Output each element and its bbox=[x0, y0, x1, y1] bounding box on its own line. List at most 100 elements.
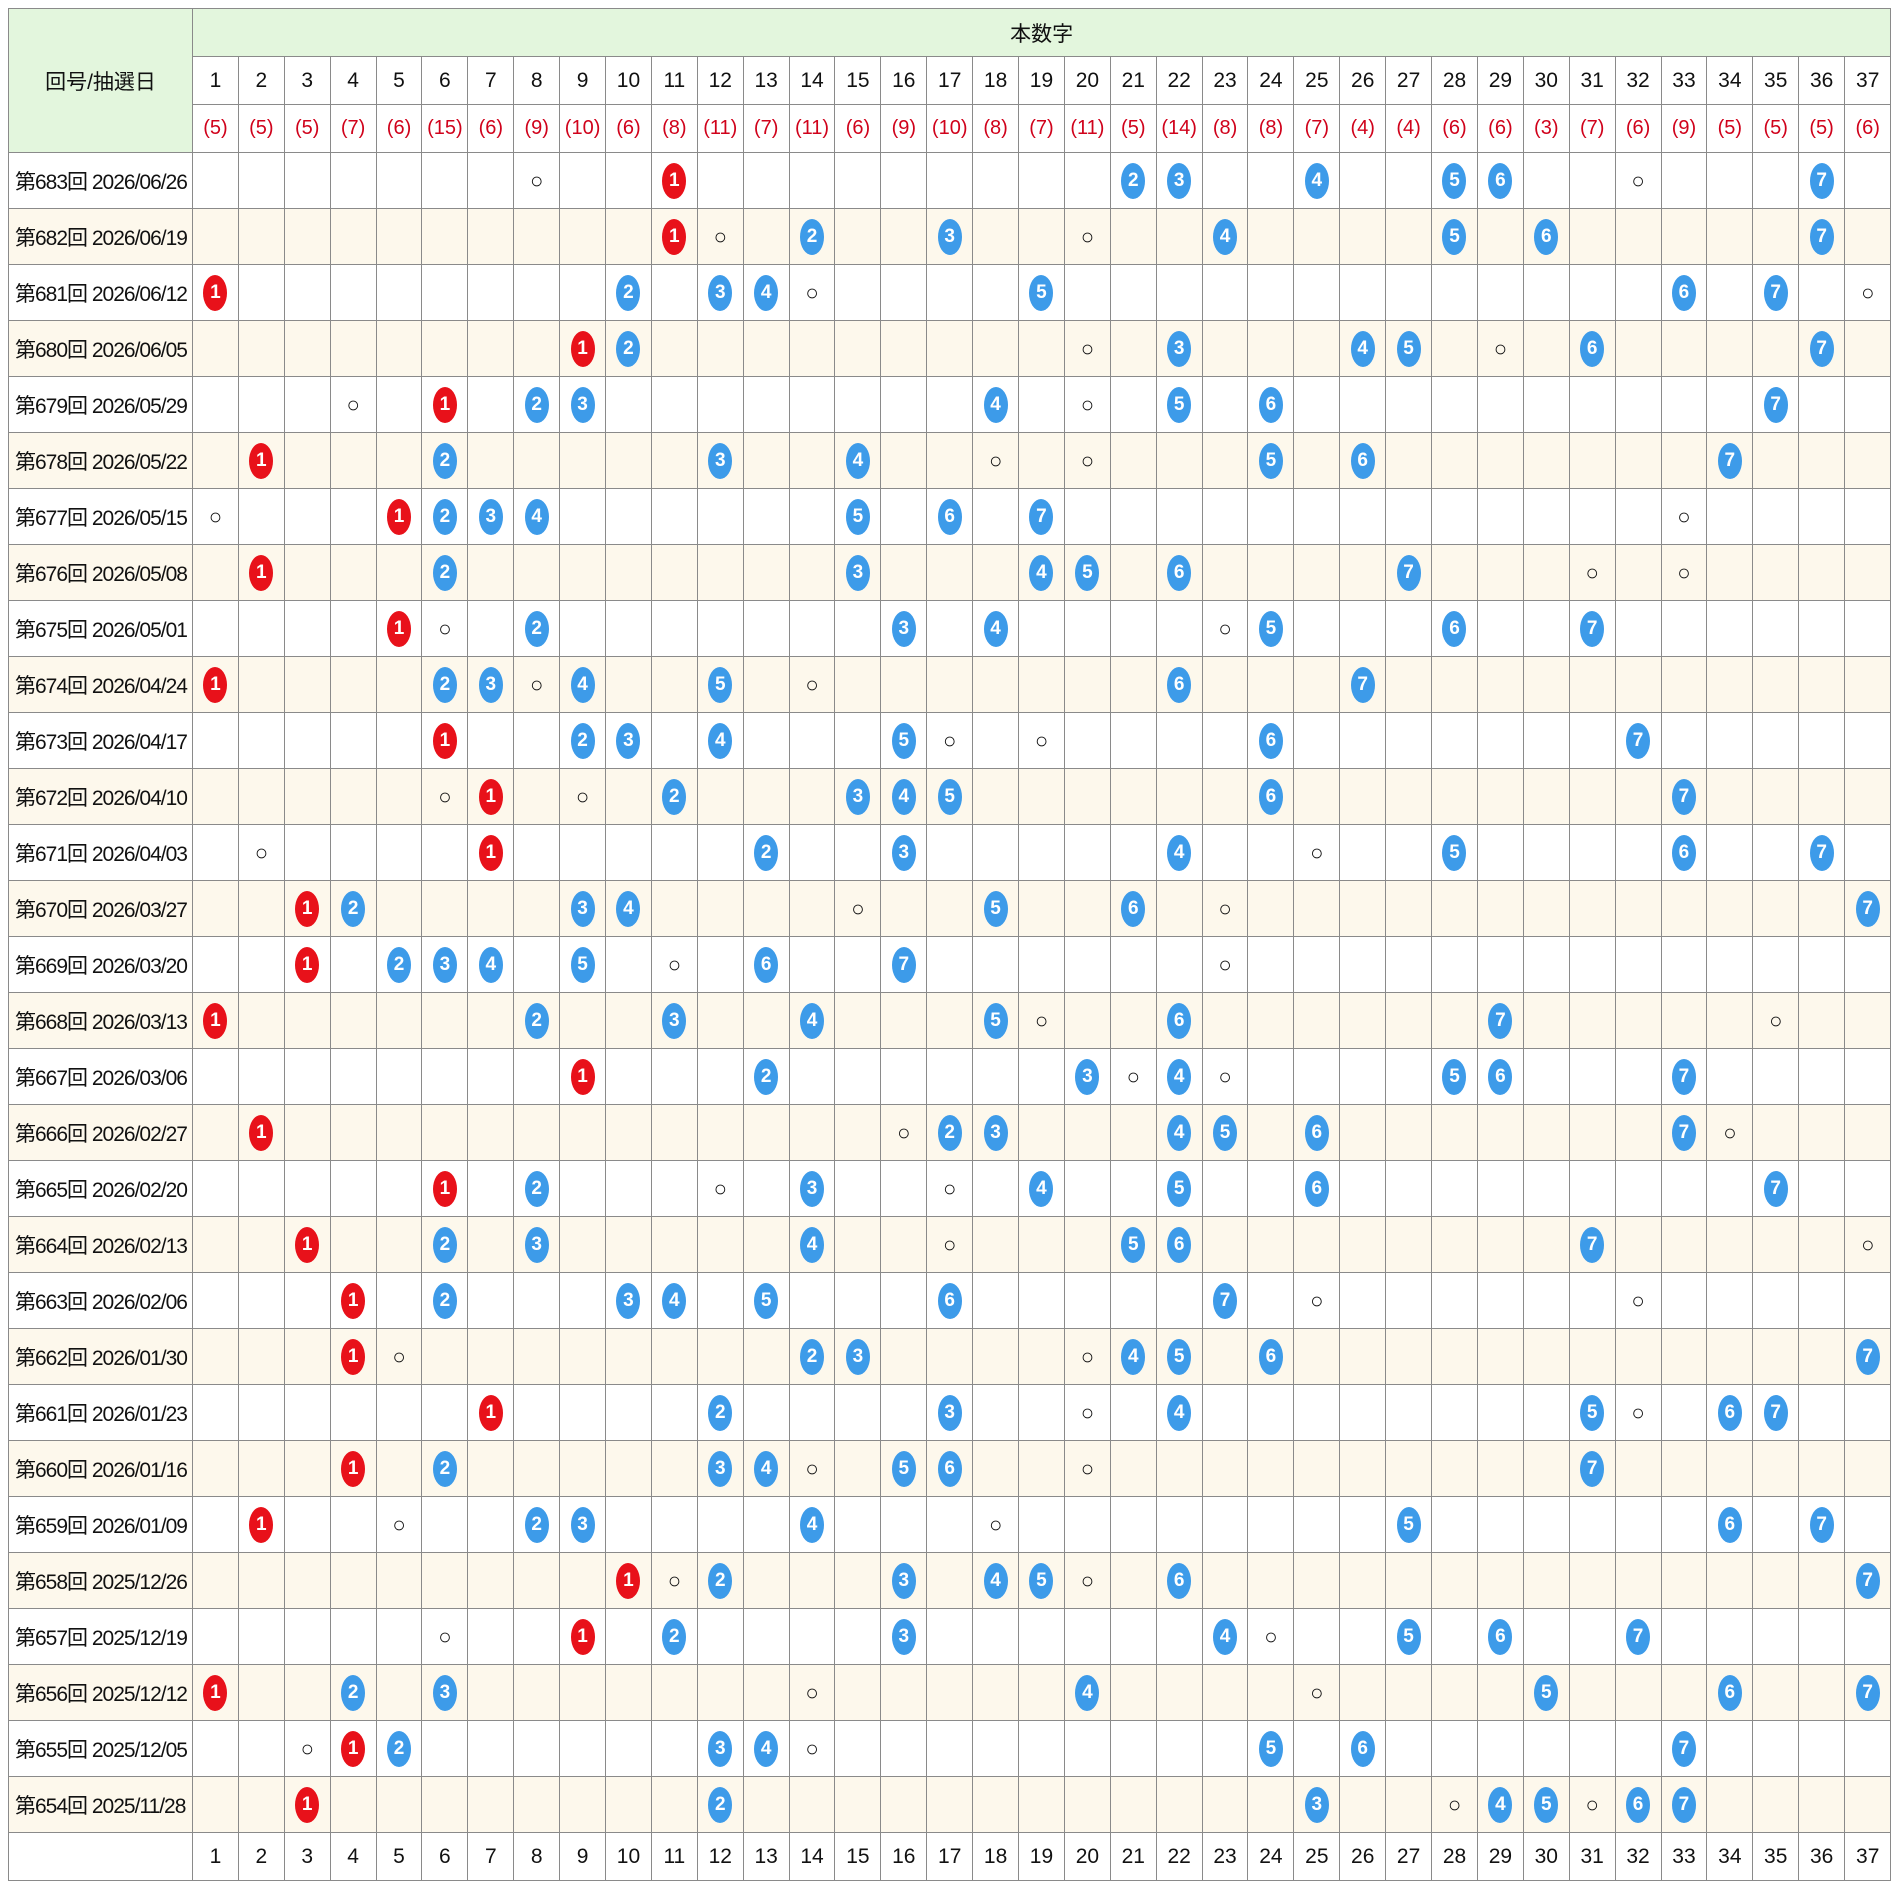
number-cell: ○ bbox=[192, 488, 239, 545]
number-cell bbox=[237, 656, 285, 713]
number-cell bbox=[192, 1776, 239, 1833]
number-cell: 3 bbox=[650, 992, 698, 1049]
bonus-mark: ○ bbox=[1310, 1679, 1324, 1705]
number-cell: ○ bbox=[1063, 320, 1111, 377]
main-ball: 6 bbox=[1488, 1618, 1513, 1655]
number-cell: 4 bbox=[467, 936, 515, 993]
number-cell bbox=[1798, 1328, 1846, 1385]
number-cell: 2 bbox=[696, 1552, 744, 1609]
number-cell bbox=[283, 264, 331, 321]
number-cell: ○ bbox=[1614, 1272, 1662, 1329]
number-cell: 3 bbox=[605, 712, 652, 769]
number-cell: 3 bbox=[788, 1160, 836, 1217]
number-cell bbox=[788, 936, 836, 993]
number-cell: 5 bbox=[1155, 1328, 1203, 1385]
count: (6) bbox=[1844, 104, 1892, 153]
number-cell bbox=[834, 208, 882, 265]
number-cell bbox=[1431, 712, 1478, 769]
number-cell: 7 bbox=[1660, 1048, 1708, 1105]
number-cell bbox=[1385, 1440, 1433, 1497]
main-ball: 2 bbox=[616, 274, 641, 311]
number-cell: 3 bbox=[559, 376, 607, 433]
main-ball: 2 bbox=[662, 1618, 687, 1655]
bonus-mark: ○ bbox=[575, 783, 590, 809]
number-cell bbox=[880, 1496, 928, 1553]
number-cell: 7 bbox=[1844, 1552, 1892, 1609]
count: (5) bbox=[192, 104, 239, 153]
number-cell: 2 bbox=[421, 1216, 469, 1273]
number-cell bbox=[1018, 880, 1065, 937]
number-cell: ○ bbox=[421, 1608, 469, 1665]
draw-label: 第669回 2026/03/20 bbox=[8, 936, 193, 993]
number-cell bbox=[605, 1160, 652, 1217]
number-cell bbox=[559, 488, 607, 545]
number-cell bbox=[926, 880, 974, 937]
bonus-mark: ○ bbox=[1677, 559, 1691, 585]
number-cell: 1 bbox=[237, 1496, 285, 1553]
number-cell bbox=[742, 320, 790, 377]
number-cell bbox=[421, 824, 469, 881]
bonus-mark: ○ bbox=[438, 615, 452, 641]
number-cell bbox=[1201, 152, 1249, 209]
main-ball: 6 bbox=[1350, 442, 1375, 479]
number-cell bbox=[1798, 992, 1846, 1049]
number-cell bbox=[1247, 1272, 1295, 1329]
number-cell bbox=[1844, 208, 1892, 265]
number-cell bbox=[1385, 1664, 1433, 1721]
number-cell bbox=[1247, 936, 1295, 993]
column-number: 19 bbox=[1018, 1832, 1065, 1881]
number-cell bbox=[329, 768, 377, 825]
number-cell bbox=[1063, 1160, 1111, 1217]
count: (9) bbox=[1660, 104, 1708, 153]
draw-row: 第671回 2026/04/03 ○ 1 2 3 4 ○ 5 6 7 bbox=[8, 824, 1892, 881]
number-cell: 7 bbox=[1844, 880, 1892, 937]
count: (6) bbox=[605, 104, 652, 153]
column-number: 11 bbox=[650, 1832, 698, 1881]
number-cell: 1 bbox=[237, 544, 285, 601]
draw-label: 第680回 2026/06/05 bbox=[8, 320, 193, 377]
number-cell: 1 bbox=[421, 1160, 469, 1217]
main-ball: 3 bbox=[1167, 330, 1192, 367]
number-cell bbox=[1155, 1440, 1203, 1497]
number-cell bbox=[1798, 1608, 1846, 1665]
number-cell bbox=[742, 152, 790, 209]
number-cell bbox=[1752, 880, 1800, 937]
number-cell: ○ bbox=[1063, 208, 1111, 265]
number-cell bbox=[559, 1776, 607, 1833]
number-cell bbox=[1844, 432, 1892, 489]
number-cell: 1 bbox=[375, 600, 423, 657]
number-cell bbox=[237, 1664, 285, 1721]
number-cell: ○ bbox=[329, 376, 377, 433]
number-cell bbox=[1385, 712, 1433, 769]
number-cell bbox=[1109, 1776, 1157, 1833]
main-ball: 7 bbox=[1671, 778, 1696, 815]
number-cell bbox=[283, 600, 331, 657]
bonus-mark: ○ bbox=[713, 1175, 727, 1201]
number-cell bbox=[1063, 1720, 1111, 1777]
number-cell bbox=[192, 1608, 239, 1665]
main-ball: 2 bbox=[524, 1170, 549, 1207]
number-cell bbox=[1568, 208, 1616, 265]
bonus-mark: ○ bbox=[805, 279, 819, 305]
count: (11) bbox=[696, 104, 744, 153]
bonus-mark: ○ bbox=[1264, 1623, 1278, 1649]
number-cell: 4 bbox=[972, 376, 1020, 433]
number-cell bbox=[1476, 1104, 1524, 1161]
main-ball: 3 bbox=[800, 1170, 825, 1207]
number-cell bbox=[237, 208, 285, 265]
number-cell bbox=[650, 264, 698, 321]
column-number: 20 bbox=[1063, 1832, 1111, 1881]
number-cell bbox=[1431, 1104, 1478, 1161]
main-ball: 4 bbox=[891, 778, 916, 815]
number-cell bbox=[1476, 1664, 1524, 1721]
main-ball: 2 bbox=[524, 610, 549, 647]
column-number: 8 bbox=[513, 1832, 561, 1881]
column-number: 34 bbox=[1706, 56, 1754, 105]
number-cell bbox=[742, 600, 790, 657]
number-cell: 4 bbox=[1201, 208, 1249, 265]
bonus-mark: ○ bbox=[1585, 559, 1599, 585]
number-cell bbox=[1568, 880, 1616, 937]
number-cell: 6 bbox=[1293, 1160, 1341, 1217]
number-cell: 3 bbox=[513, 1216, 561, 1273]
